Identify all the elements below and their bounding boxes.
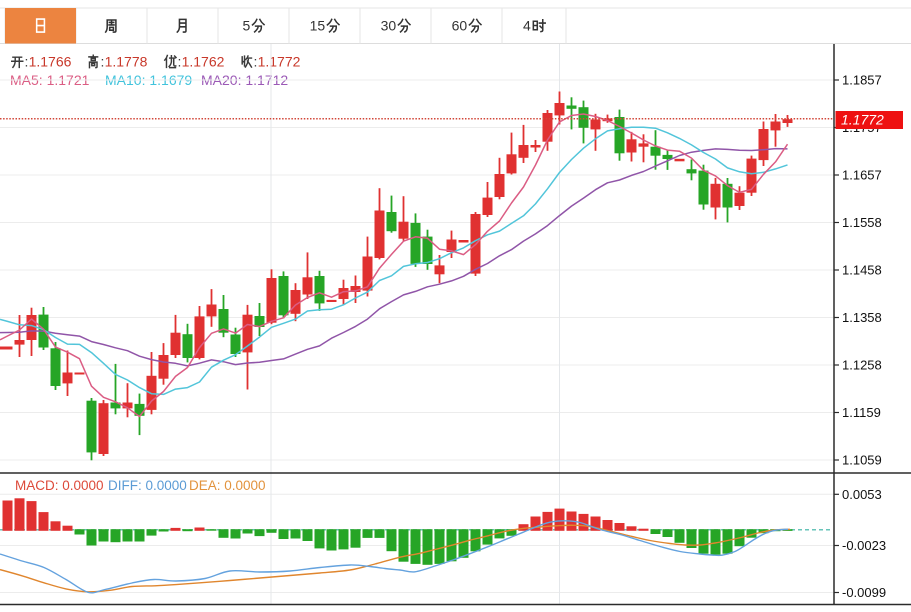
svg-text::: : [178,54,182,70]
svg-text:1.1778: 1.1778 [105,54,148,70]
svg-text:-0.0023: -0.0023 [842,538,886,553]
svg-text:1.1159: 1.1159 [842,405,881,420]
svg-text::: : [25,54,29,70]
svg-text:1.1059: 1.1059 [842,453,882,468]
svg-text:1.1558: 1.1558 [842,215,882,230]
svg-text:0.0053: 0.0053 [842,487,882,502]
svg-text:5: 5 [243,18,251,34]
svg-text:DIFF: 0.0000: DIFF: 0.0000 [108,478,187,493]
svg-text:1.1762: 1.1762 [182,54,225,70]
svg-text:1.1657: 1.1657 [842,168,882,183]
svg-text:1.1258: 1.1258 [842,358,882,373]
svg-text:MACD: 0.0000: MACD: 0.0000 [15,478,104,493]
svg-text:1.1772: 1.1772 [258,54,301,70]
svg-text:1.1766: 1.1766 [29,54,72,70]
svg-text:1.1857: 1.1857 [842,73,882,88]
svg-text:-0.0099: -0.0099 [842,585,886,600]
svg-text:4: 4 [523,18,531,34]
svg-text::: : [101,54,105,70]
svg-text::: : [254,54,258,70]
svg-text:1.1772: 1.1772 [841,112,884,128]
svg-text:15: 15 [310,18,326,34]
svg-text:60: 60 [452,18,468,34]
svg-text:1.1358: 1.1358 [842,310,882,325]
svg-text:1.1458: 1.1458 [842,263,882,278]
svg-text:DEA: 0.0000: DEA: 0.0000 [189,478,266,493]
svg-text:30: 30 [381,18,397,34]
